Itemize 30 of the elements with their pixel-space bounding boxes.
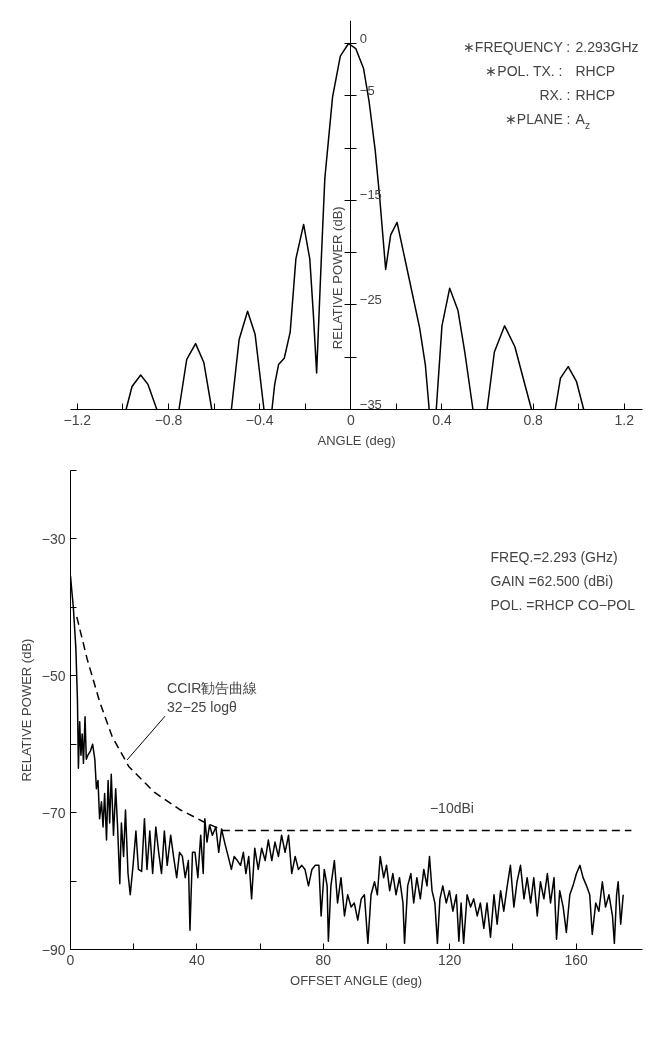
y-tick-label: −35 <box>359 396 382 412</box>
x-tick-label: −1.2 <box>63 411 92 428</box>
y-tick-label: −90 <box>41 941 66 958</box>
y-axis-title: RELATIVE POWER (dB) <box>329 206 345 350</box>
annotation: CCIR勧告曲線 32−25 logθ <box>167 679 258 715</box>
x-tick-label: 80 <box>315 951 332 968</box>
annotation: GAIN =62.500 (dBi) <box>490 572 614 589</box>
x-tick-label: 0.4 <box>432 411 452 428</box>
y-axis-title: RELATIVE POWER (dB) <box>18 638 34 782</box>
x-tick-label: 0.8 <box>523 411 544 428</box>
y-tick-label: −50 <box>41 667 66 684</box>
x-tick-label: 160 <box>564 951 589 968</box>
x-axis-title: OFFSET ANGLE (deg) <box>290 972 423 988</box>
x-tick-label: 40 <box>189 951 205 968</box>
annotation: POL. =RHCP CO−POL <box>490 596 636 613</box>
annotation: RX. : RHCP <box>539 86 616 103</box>
annotation: −10dBi <box>429 800 474 817</box>
x-tick-label: −0.4 <box>245 411 274 428</box>
annotation: FREQ.=2.293 (GHz) <box>490 548 618 565</box>
x-tick-label: 0 <box>346 411 355 428</box>
annotation: ∗FREQUENCY : 2.293GHz <box>462 38 639 55</box>
x-tick-label: 120 <box>438 951 462 968</box>
x-tick-label: 1.2 <box>614 411 635 428</box>
y-tick-label: −25 <box>359 291 382 307</box>
y-tick-label: 0 <box>359 30 368 46</box>
y-tick-label: −30 <box>41 530 66 547</box>
annotation: ∗POL. TX. : RHCP <box>485 62 616 79</box>
x-tick-label: −0.8 <box>154 411 183 428</box>
y-tick-label: −70 <box>41 804 66 821</box>
x-axis-title: ANGLE (deg) <box>317 432 396 448</box>
